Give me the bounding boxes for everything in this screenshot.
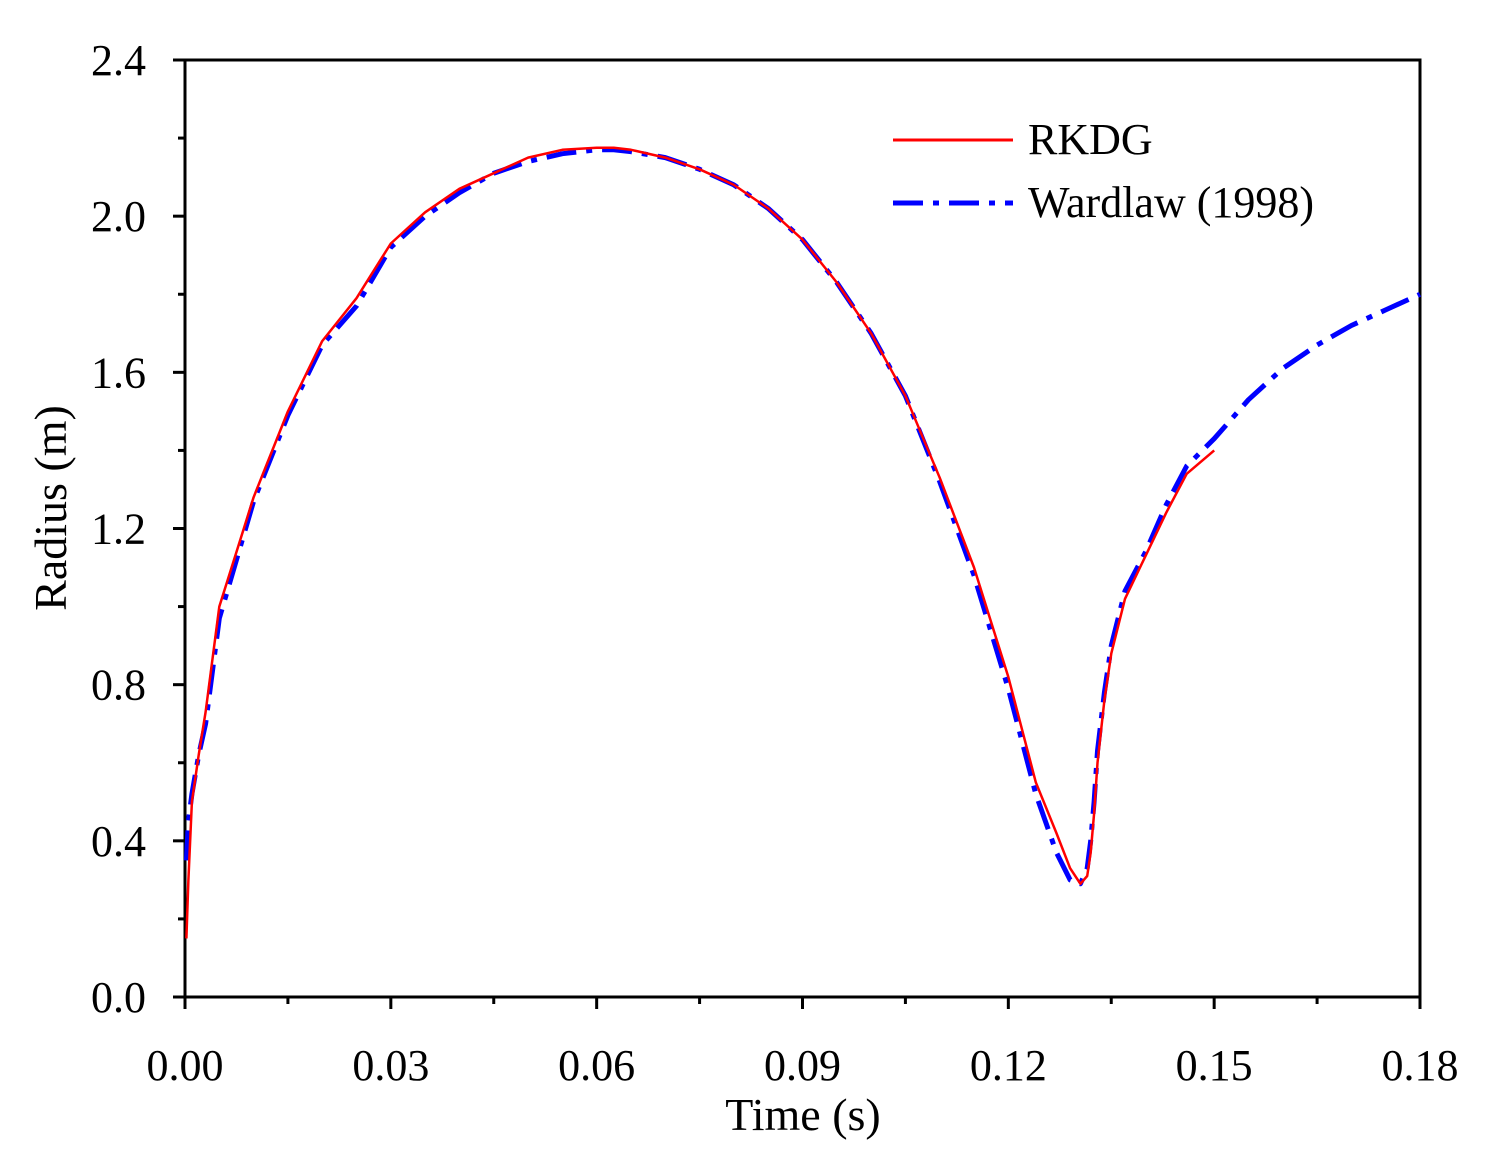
y-tick-label: 1.6 bbox=[91, 348, 146, 397]
y-tick-label: 2.4 bbox=[91, 36, 146, 85]
x-tick-label: 0.00 bbox=[147, 1041, 224, 1090]
series-line-rkdg bbox=[185, 146, 1216, 939]
y-axis-title: Radius (m) bbox=[25, 405, 76, 611]
series-line-wardlaw-1998 bbox=[183, 147, 1422, 887]
y-tick-label: 0.0 bbox=[91, 973, 146, 1022]
legend-label-wardlaw: Wardlaw (1998) bbox=[1028, 178, 1314, 227]
x-tick-label: 0.09 bbox=[764, 1041, 841, 1090]
y-tick-label: 2.0 bbox=[91, 192, 146, 241]
x-tick-label: 0.15 bbox=[1176, 1041, 1253, 1090]
legend: RKDG Wardlaw (1998) bbox=[893, 115, 1314, 227]
y-tick-label: 0.4 bbox=[91, 817, 146, 866]
legend-label-rkdg: RKDG bbox=[1028, 115, 1153, 164]
x-axis-title: Time (s) bbox=[725, 1089, 881, 1140]
y-axis: 0.0 0.4 0.8 1.2 1.6 2.0 2.4 bbox=[91, 36, 185, 1022]
y-tick-label: 1.2 bbox=[91, 505, 146, 554]
x-tick-label: 0.03 bbox=[352, 1041, 429, 1090]
x-tick-label: 0.18 bbox=[1382, 1041, 1459, 1090]
x-tick-label: 0.12 bbox=[970, 1041, 1047, 1090]
x-axis: 0.00 0.03 0.06 0.09 0.12 0.15 0.18 bbox=[147, 997, 1459, 1090]
y-tick-label: 0.8 bbox=[91, 661, 146, 710]
series-group bbox=[183, 146, 1422, 939]
x-tick-label: 0.06 bbox=[558, 1041, 635, 1090]
